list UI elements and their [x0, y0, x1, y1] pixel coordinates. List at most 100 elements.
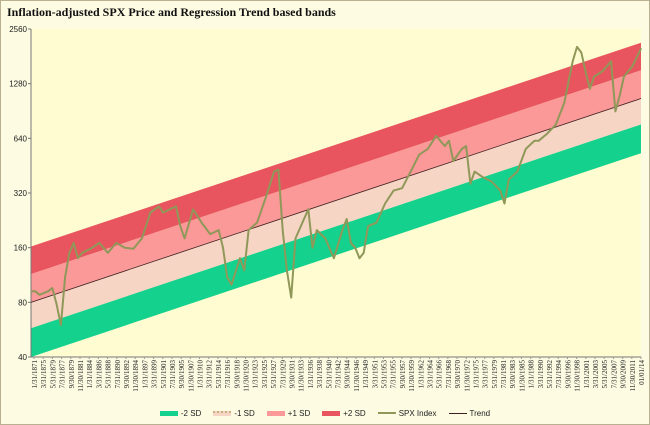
- spx-point: [516, 171, 518, 173]
- x-tick-label: 7/31/2007: [610, 360, 618, 389]
- x-tick-label: 5/31/1879: [49, 360, 57, 389]
- x-tick-label: 1/31/2001: [583, 360, 591, 389]
- spx-point: [572, 60, 574, 62]
- x-tick-label: 3/31/2003: [592, 360, 600, 389]
- spx-point: [482, 176, 484, 178]
- spx-point: [124, 247, 126, 249]
- legend-swatch-minus1sd: [213, 410, 232, 416]
- x-tick-label: 11/30/1959: [408, 360, 416, 392]
- x-tick-label: 3/31/1912: [206, 360, 214, 389]
- x-tick-label: 7/31/1890: [114, 360, 122, 389]
- band-plus1sd: [31, 70, 641, 303]
- spx-point: [47, 290, 49, 292]
- spx-point: [158, 205, 160, 207]
- legend-label-plus1sd: +1 SD: [287, 408, 311, 418]
- series-trend-line: [30, 98, 642, 303]
- spx-point: [491, 180, 493, 183]
- x-tick-label: 7/31/1916: [224, 360, 232, 389]
- spx-point: [290, 297, 292, 299]
- spx-point: [77, 257, 79, 259]
- x-tick-label: 9/30/1905: [178, 360, 186, 389]
- x-tick-label: 9/30/1944: [344, 360, 352, 389]
- spx-point: [179, 225, 181, 227]
- x-tick-label: 9/30/1970: [454, 360, 462, 389]
- x-tick-label: 11/30/1894: [132, 360, 140, 392]
- spx-point: [448, 140, 450, 142]
- x-tick-label: 11/30/1946: [353, 360, 361, 392]
- spx-point: [294, 237, 297, 239]
- spx-point: [576, 46, 578, 48]
- spx-point: [499, 190, 501, 192]
- spx-point: [192, 208, 194, 210]
- legend-item-plus1sd: +1 SD: [266, 408, 311, 418]
- spx-point: [465, 145, 467, 147]
- spx-point: [452, 160, 454, 162]
- x-tick-label: 7/31/1968: [445, 360, 453, 389]
- spx-point: [584, 70, 587, 72]
- spx-point: [401, 187, 403, 189]
- x-tick-label: 11/30/1881: [77, 360, 85, 392]
- x-tick-label: 5/31/1901: [160, 360, 168, 389]
- chart-legend: -2 SD -1 SD +1 SD +2 SD SPX Index Trend: [1, 405, 649, 421]
- spx-point: [640, 47, 642, 50]
- spx-point: [546, 133, 548, 135]
- legend-swatch-plus1sd: [266, 410, 285, 416]
- spx-point: [316, 229, 318, 231]
- x-tick-label: 3/31/1938: [316, 360, 324, 389]
- spx-point: [384, 202, 386, 205]
- x-tick-label: 1/31/1871: [31, 360, 39, 389]
- spx-point: [248, 229, 250, 231]
- spx-point: [218, 229, 220, 231]
- spx-point: [30, 290, 32, 292]
- spx-point: [563, 102, 565, 104]
- spx-point: [307, 208, 309, 210]
- x-tick-label: 9/30/1892: [123, 360, 131, 389]
- spx-point: [68, 252, 70, 254]
- legend-label-minus2sd: -2 SD: [180, 408, 202, 418]
- x-tick-label: 1/31/1936: [307, 360, 315, 389]
- x-tick-label: 9/30/1931: [289, 360, 297, 389]
- x-tick-label: 3/31/1977: [482, 360, 490, 389]
- x-tick-label: 1/31/1910: [197, 360, 205, 389]
- legend-item-spx: SPX Index: [377, 408, 437, 418]
- legend-item-plus2sd: +2 SD: [322, 409, 366, 418]
- x-tick-label: 3/31/1886: [95, 360, 103, 389]
- x-tick-label: 1/31/1897: [141, 360, 149, 389]
- x-tick-label: 9/30/2009: [620, 360, 628, 389]
- spx-point: [222, 247, 224, 249]
- x-tick-label: 3/31/1964: [426, 360, 434, 389]
- x-tick-label: 7/31/1942: [335, 360, 343, 389]
- spx-point: [324, 237, 326, 239]
- spx-point: [230, 284, 233, 286]
- spx-point: [358, 257, 361, 259]
- legend-item-minus1sd: -1 SD: [213, 408, 255, 418]
- spx-point: [132, 248, 134, 250]
- x-tick-label: 5/31/1953: [380, 360, 388, 389]
- legend-item-trend: Trend: [448, 409, 490, 418]
- spx-point: [503, 202, 506, 205]
- spx-point: [474, 171, 476, 173]
- x-tick-label: 11/30/1998: [574, 360, 582, 392]
- x-tick-label: 9/30/1983: [509, 360, 517, 389]
- x-tick-label: 9/30/1996: [564, 360, 572, 389]
- spx-point: [555, 124, 557, 126]
- y-tick-label: 320: [14, 189, 28, 198]
- spx-point: [115, 242, 117, 244]
- spx-point: [346, 218, 348, 220]
- legend-label-spx: SPX Index: [398, 408, 437, 418]
- x-tick-label: 3/31/1990: [537, 360, 545, 389]
- x-tick-label: 7/31/1929: [279, 360, 287, 389]
- spx-point: [350, 242, 352, 244]
- spx-point: [363, 252, 365, 254]
- x-tick-label: 5/31/1940: [325, 360, 333, 389]
- spx-point: [98, 242, 100, 244]
- chart-title: Inflation-adjusted SPX Price and Regress…: [7, 5, 336, 19]
- x-tick-label: 7/31/1877: [59, 360, 67, 389]
- x-tick-label: 11/30/1907: [187, 360, 195, 392]
- x-tick-label: 3/31/1951: [371, 360, 379, 389]
- x-tick-label: 9/30/1879: [68, 360, 76, 389]
- spx-point: [525, 148, 527, 150]
- legend-label-minus1sd: -1 SD: [234, 408, 255, 418]
